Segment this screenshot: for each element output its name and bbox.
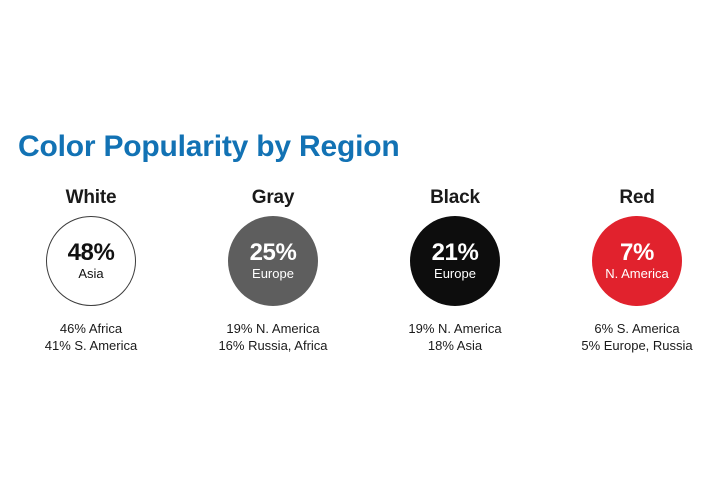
color-group-black: Black 21% Europe 19% N. America 18% Asia — [364, 188, 546, 354]
color-group-gray: Gray 25% Europe 19% N. America 16% Russi… — [182, 188, 364, 354]
bubble-percent-gray: 25% — [249, 239, 297, 266]
sub-value-red-2: 5% Europe, Russia — [581, 338, 693, 353]
bubble-percent-black: 21% — [431, 239, 479, 266]
color-groups-row: White 48% Asia 46% Africa 41% S. America… — [0, 188, 728, 358]
color-group-red: Red 7% N. America 6% S. America 5% Europ… — [546, 188, 728, 354]
sub-value-gray-1: 19% N. America — [226, 321, 320, 336]
bubble-percent-red: 7% — [620, 239, 654, 266]
color-group-label-white: White — [65, 187, 117, 208]
color-group-label-black: Black — [430, 187, 480, 208]
bubble-gray: 25% Europe — [228, 216, 318, 306]
sub-value-black-2: 18% Asia — [427, 338, 483, 353]
bubble-percent-white: 48% — [67, 239, 115, 266]
bubble-region-gray: Europe — [252, 266, 294, 281]
sub-value-red-1: 6% S. America — [594, 321, 680, 336]
sub-values-white: 46% Africa 41% S. America — [45, 320, 138, 354]
bubble-white: 48% Asia — [46, 216, 136, 306]
sub-values-red: 6% S. America 5% Europe, Russia — [581, 320, 692, 354]
color-group-label-gray: Gray — [251, 187, 295, 208]
sub-value-black-1: 19% N. America — [408, 321, 502, 336]
bubble-red: 7% N. America — [592, 216, 682, 306]
color-group-label-red: Red — [619, 187, 655, 208]
page-title: Color Popularity by Region — [18, 130, 400, 163]
color-group-white: White 48% Asia 46% Africa 41% S. America — [0, 188, 182, 354]
sub-values-gray: 19% N. America 16% Russia, Africa — [218, 320, 327, 354]
bubble-region-white: Asia — [78, 266, 104, 281]
sub-value-white-1: 46% Africa — [59, 321, 123, 336]
bubble-region-red: N. America — [605, 266, 669, 281]
bubble-black: 21% Europe — [410, 216, 500, 306]
sub-value-white-2: 41% S. America — [44, 338, 138, 353]
bubble-region-black: Europe — [434, 266, 476, 281]
sub-values-black: 19% N. America 18% Asia — [408, 320, 501, 354]
sub-value-gray-2: 16% Russia, Africa — [218, 338, 328, 353]
